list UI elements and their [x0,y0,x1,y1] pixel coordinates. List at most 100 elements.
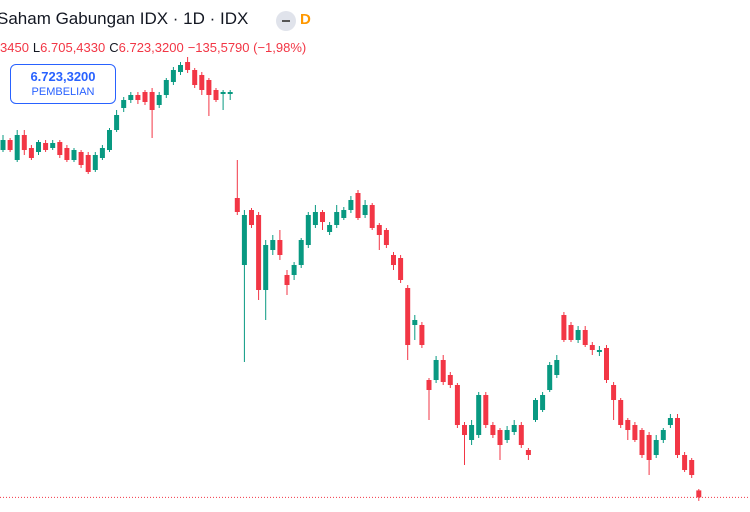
candle-body [163,80,169,95]
delay-badge[interactable]: D [300,11,311,28]
buy-price: 6.723,3200 [30,69,96,84]
candle-body [234,198,240,212]
low-label: L [32,40,41,55]
hide-button[interactable] [276,11,296,31]
candle-body [21,135,27,150]
symbol-title[interactable]: Saham Gabungan IDX · 1D · IDX [0,9,249,28]
candle-body [348,200,354,210]
candle-body [192,70,198,85]
candle-body [128,95,134,100]
candle-body [540,395,546,410]
candle-body [355,193,361,218]
candle-body [554,360,560,375]
open-value: 3450 [0,40,29,55]
candle-body [547,365,553,390]
candle-body [36,142,41,152]
candle-body [639,430,645,455]
close-label: C [109,40,119,55]
candle-body [490,425,496,435]
candle-body [596,350,602,352]
candle-body [497,430,503,445]
candle-body [249,210,254,225]
close-value: 6.723,3200 [118,40,184,55]
candle-body [156,95,162,105]
buy-label: PEMBELIAN [31,86,95,98]
candle-body [604,348,609,380]
candle-body [533,400,538,420]
candle-body [270,240,276,250]
candle-body [263,245,269,290]
candle-body [28,148,34,158]
candle-body [589,345,595,350]
candle-body [7,140,13,150]
candle-body [462,425,467,435]
candle-body [149,92,155,110]
candle-body [305,215,311,245]
candle-body [383,230,389,245]
candle-body [398,258,404,280]
candle-body [447,375,453,385]
candle-body [57,142,63,155]
candle-body [220,92,226,94]
candle-body [426,380,432,390]
candle-body [312,212,318,225]
candle-body [341,210,347,218]
candle-body [611,385,617,400]
candle-body [575,330,581,340]
candle-body [227,92,233,94]
candle-body [284,275,290,285]
candle-body [582,330,588,345]
candle-body [518,425,524,445]
candle-body [107,130,112,150]
candle-body [618,400,624,425]
candle-body [327,225,333,232]
candle-body [199,75,205,90]
candle-body [632,425,638,440]
candle-body [256,215,262,290]
candle-body [71,150,77,160]
candle-body [419,325,425,345]
candle-body [43,143,49,150]
candle-body [277,240,283,255]
candle-body [369,205,375,228]
candle-body [334,212,340,225]
candle-body [504,430,510,440]
candle-body [99,148,105,158]
candle-body [433,360,439,380]
candle-body [454,385,460,425]
candle-body [511,425,517,432]
candle-body [391,255,396,265]
candle-body [561,315,567,340]
candle-body [298,240,304,265]
candle-body [14,135,20,160]
candle-body [675,418,680,455]
candle-body [405,288,411,345]
candle-body [0,140,6,150]
candle-body [667,418,673,425]
candle-body [646,435,652,460]
candle-body [185,62,191,70]
candle-body [213,90,219,100]
candle-body [320,212,325,222]
candle-body [178,65,183,72]
candle-body [412,320,418,325]
low-value: 6.705,4330 [40,40,106,55]
candle-body [64,148,70,160]
candle-body [170,70,176,82]
candle-body [653,440,659,455]
buy-button[interactable]: 6.723,3200 PEMBELIAN [10,64,116,104]
candle-body [660,430,666,440]
candle-body [241,215,247,265]
candle-body [135,95,141,100]
candle-body [696,490,702,498]
candle-body [689,460,695,475]
candle-body [625,420,631,430]
candle-body [85,155,91,172]
candle-body [291,265,297,275]
candle-body [682,455,688,470]
candle-body [376,225,382,235]
candle-body [568,325,574,340]
candle-body [142,92,148,102]
